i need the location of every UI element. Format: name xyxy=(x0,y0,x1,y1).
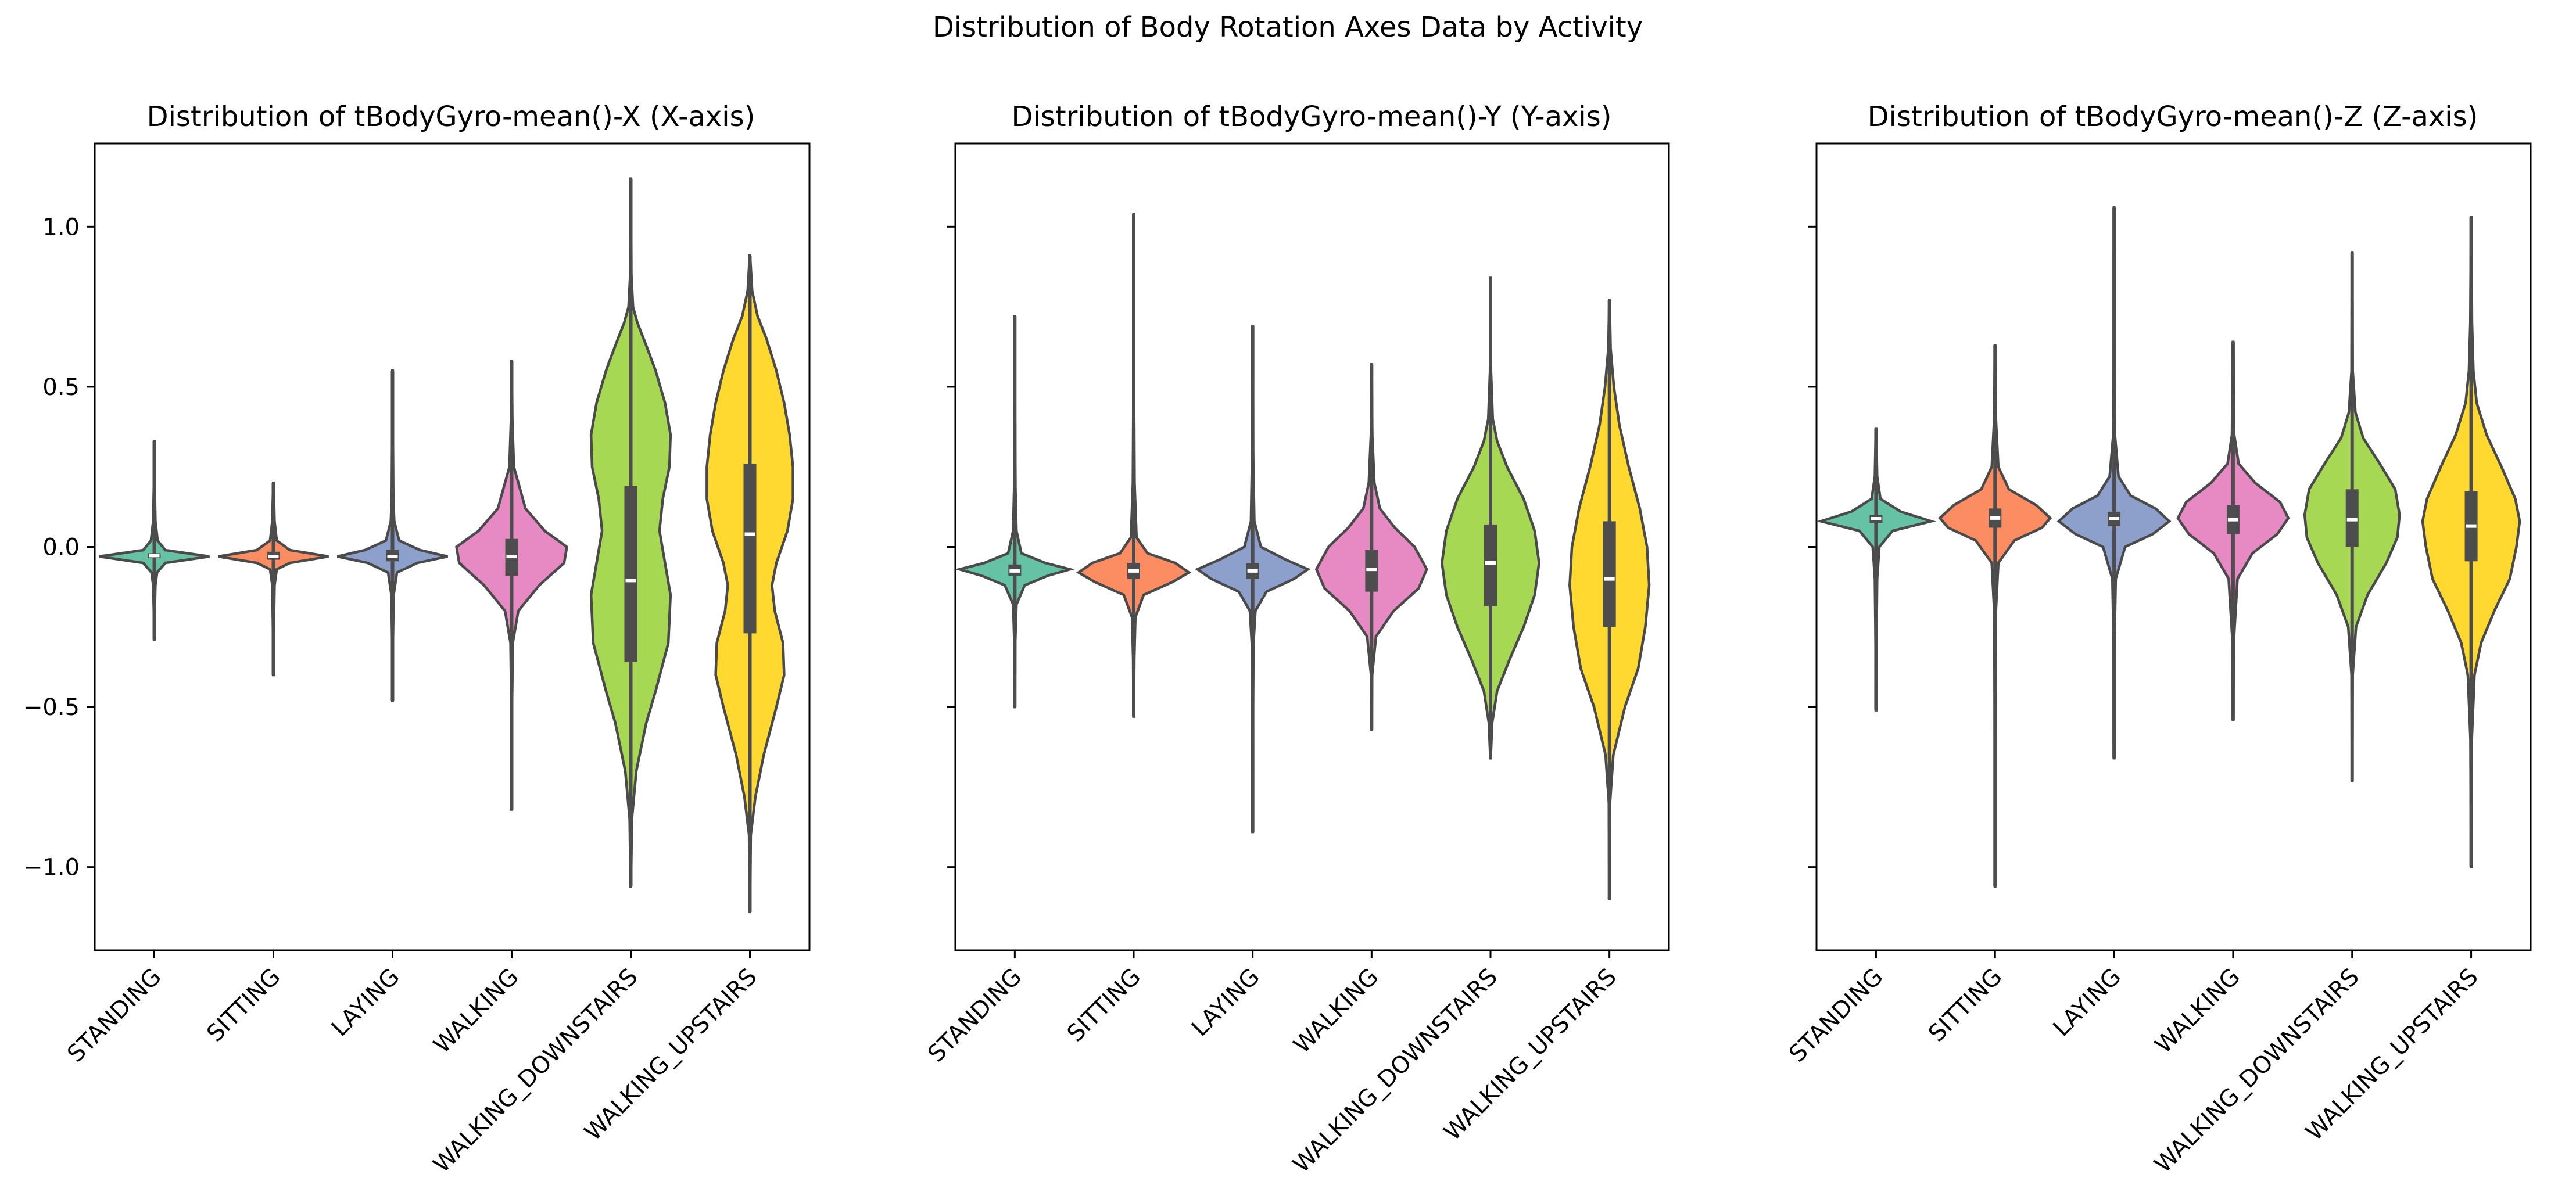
iqr-box xyxy=(1603,521,1616,627)
panel-x-axis: Distribution of tBodyGyro-mean()-X (X-ax… xyxy=(23,100,811,1179)
y-tick-label: 0.0 xyxy=(42,534,80,561)
x-tick-label: LAYING xyxy=(327,964,405,1042)
x-tick-label: SITTING xyxy=(1923,964,2007,1047)
x-tick-label: STANDING xyxy=(923,964,1027,1068)
y-tick-label: −0.5 xyxy=(23,694,80,721)
iqr-box xyxy=(624,486,637,662)
x-tick-label: WALKING xyxy=(1288,964,1384,1059)
x-tick-label: STANDING xyxy=(62,964,166,1068)
x-tick-label: STANDING xyxy=(1784,964,1888,1068)
panel-z-axis: Distribution of tBodyGyro-mean()-Z (Z-ax… xyxy=(1784,100,2532,1179)
x-tick-label: WALKING xyxy=(2150,964,2245,1059)
axes-frame xyxy=(1815,142,2532,951)
axes-frame xyxy=(94,142,811,951)
panel-title-z: Distribution of tBodyGyro-mean()-Z (Z-ax… xyxy=(1868,100,2478,133)
x-tick-label: LAYING xyxy=(1187,964,1265,1042)
x-tick-label: LAYING xyxy=(2048,964,2126,1042)
axes-frame xyxy=(954,142,1670,951)
panel-title-y: Distribution of tBodyGyro-mean()-Y (Y-ax… xyxy=(1011,100,1611,133)
x-tick-label: WALKING_DOWNSTAIRS xyxy=(428,964,643,1179)
iqr-box xyxy=(743,464,757,634)
x-tick-label: SITTING xyxy=(1062,964,1146,1047)
panel-y-axis: Distribution of tBodyGyro-mean()-Y (Y-ax… xyxy=(923,100,1670,1179)
y-tick-label: 0.5 xyxy=(42,374,80,401)
iqr-box xyxy=(1484,524,1497,606)
x-tick-label: WALKING xyxy=(429,964,524,1059)
panel-title-x: Distribution of tBodyGyro-mean()-X (X-ax… xyxy=(147,100,755,133)
x-tick-label: SITTING xyxy=(202,964,285,1047)
y-tick-label: 1.0 xyxy=(42,214,80,240)
y-tick-label: −1.0 xyxy=(23,854,80,881)
x-tick-label: WALKING_DOWNSTAIRS xyxy=(1288,964,1503,1179)
figure-title: Distribution of Body Rotation Axes Data … xyxy=(933,11,1643,44)
x-tick-label: WALKING_DOWNSTAIRS xyxy=(2149,964,2364,1179)
